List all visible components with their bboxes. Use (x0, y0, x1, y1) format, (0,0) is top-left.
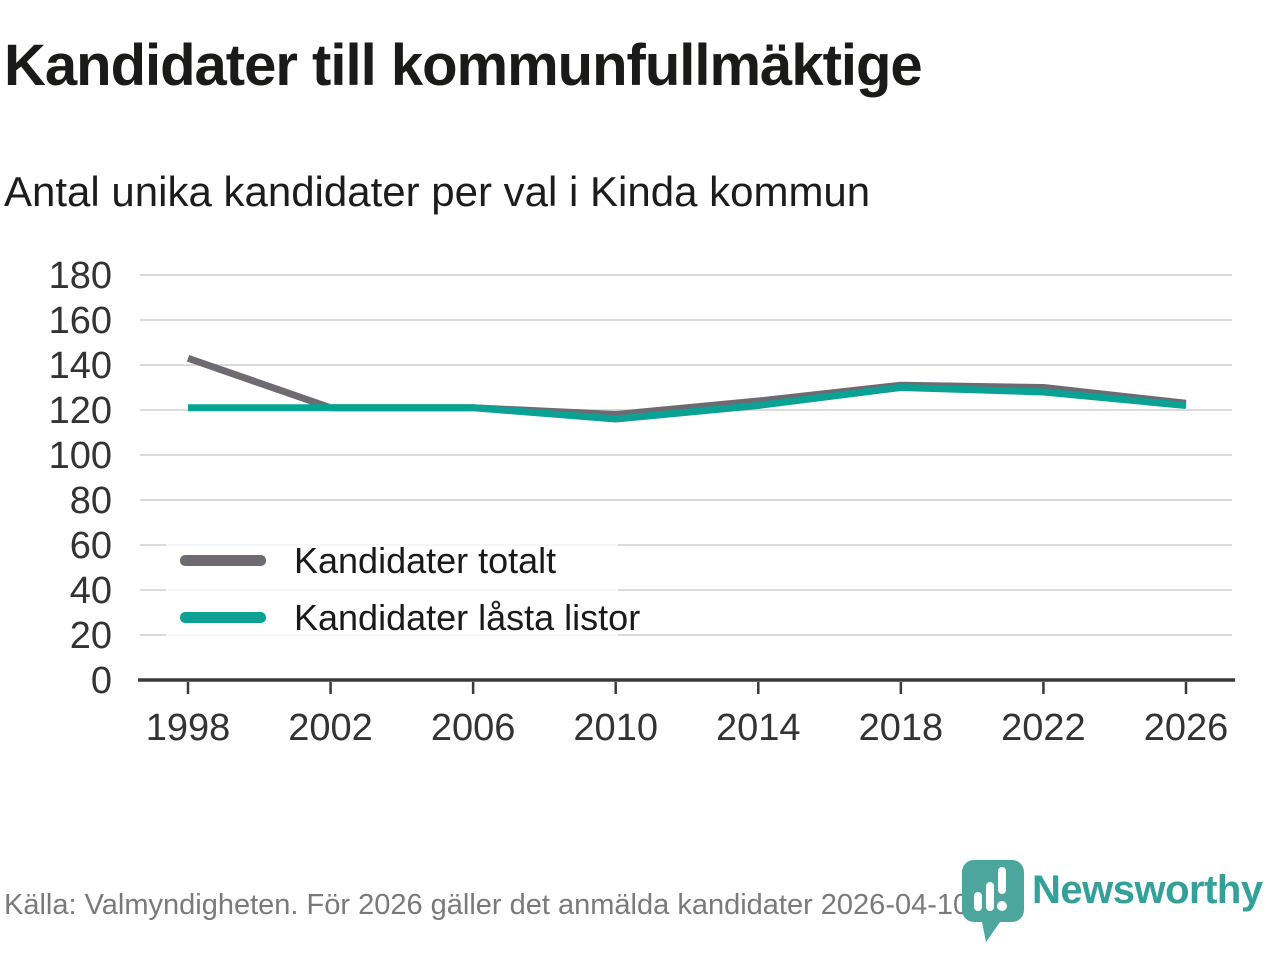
x-tick-label: 2018 (859, 707, 944, 749)
y-tick-label: 140 (49, 345, 112, 387)
x-tick-label: 2014 (716, 707, 801, 749)
source-note: Källa: Valmyndigheten. För 2026 gäller d… (4, 889, 978, 921)
legend-item-lasta-listor: Kandidater låsta listor (166, 589, 640, 646)
y-tick-label: 100 (49, 435, 112, 477)
series-line-kandidater-lasta-listor (188, 384, 1187, 423)
x-tick-label: 2006 (431, 707, 516, 749)
newsworthy-logo-text: Newsworthy (1032, 868, 1263, 912)
y-tick-label: 80 (70, 480, 112, 522)
y-tick-label: 0 (91, 660, 112, 702)
page-title: Kandidater till kommunfullmäktige (4, 33, 923, 98)
y-tick-label: 20 (70, 615, 112, 657)
x-tick-label: 1998 (146, 707, 231, 749)
page-subtitle: Antal unika kandidater per val i Kinda k… (4, 168, 871, 215)
y-tick-label: 40 (70, 570, 112, 612)
legend-swatch-totalt-icon (180, 555, 266, 566)
legend-label-totalt: Kandidater totalt (294, 539, 557, 581)
y-tick-label: 160 (49, 300, 112, 342)
y-tick-label: 120 (49, 390, 112, 432)
newsworthy-logo: Newsworthy (958, 856, 1263, 946)
chart-legend: Kandidater totalt Kandidater låsta listo… (166, 532, 640, 646)
legend-swatch-lasta-listor-icon (180, 612, 266, 623)
legend-label-lasta-listor: Kandidater låsta listor (294, 596, 641, 638)
newsworthy-logo-icon (962, 860, 1024, 942)
legend-item-totalt: Kandidater totalt (166, 532, 618, 589)
x-tick-label: 2010 (573, 707, 658, 749)
y-tick-label: 60 (70, 525, 112, 567)
x-tick-label: 2026 (1144, 707, 1229, 749)
x-tick-label: 2002 (288, 707, 373, 749)
y-tick-label: 180 (49, 255, 112, 297)
x-tick-label: 2022 (1001, 707, 1086, 749)
